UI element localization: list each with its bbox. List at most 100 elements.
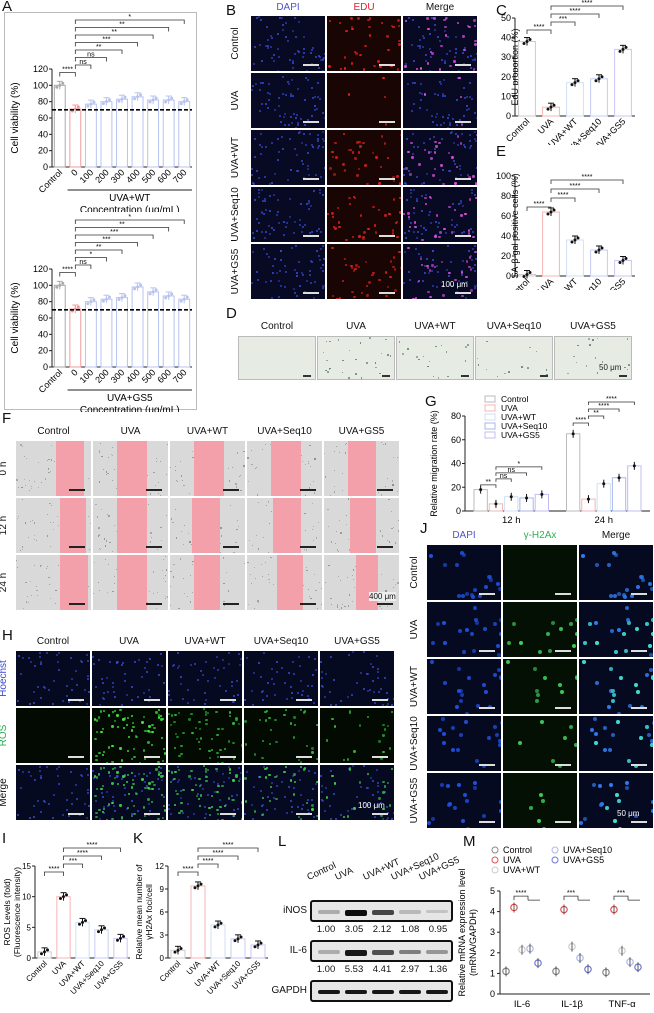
cell-nucleus	[235, 775, 238, 778]
cell-nucleus	[102, 691, 105, 694]
cell-nucleus	[367, 228, 370, 231]
cell-nucleus	[370, 776, 373, 779]
cell-nucleus	[269, 92, 272, 95]
svg-text:6: 6	[160, 908, 165, 917]
cell-nucleus	[468, 265, 471, 269]
cell-nucleus	[163, 796, 166, 798]
cell-nucleus	[264, 776, 268, 779]
svg-text:50: 50	[501, 13, 511, 23]
cell-nucleus	[318, 255, 321, 258]
cell-nucleus	[259, 109, 262, 112]
cell-nucleus	[232, 466, 234, 468]
cell-nucleus	[116, 774, 119, 777]
cell-nucleus	[265, 767, 269, 770]
svg-text:500: 500	[140, 367, 158, 385]
cell-nucleus	[378, 740, 381, 743]
cell-nucleus	[309, 465, 312, 468]
cell-nucleus	[114, 469, 116, 471]
cell-nucleus	[357, 151, 361, 154]
cell-nucleus	[435, 145, 438, 148]
cell-nucleus	[458, 699, 463, 704]
cell-nucleus	[240, 760, 242, 763]
cell-nucleus	[325, 739, 329, 742]
cell-nucleus	[292, 673, 295, 676]
cell-nucleus	[357, 265, 361, 269]
cell-nucleus	[613, 552, 618, 557]
cell-nucleus	[299, 202, 302, 205]
cell-nucleus	[27, 601, 29, 604]
cell-nucleus	[560, 690, 565, 695]
cell-nucleus	[455, 748, 460, 753]
cell-nucleus	[216, 790, 219, 794]
cell-nucleus	[404, 236, 407, 239]
cell-nucleus	[278, 296, 281, 299]
cell-nucleus	[101, 456, 103, 458]
cell-nucleus	[298, 778, 301, 781]
cell-nucleus	[607, 748, 612, 753]
cell-nucleus	[391, 229, 394, 232]
cell-nucleus	[626, 621, 631, 626]
cell-nucleus	[16, 560, 18, 562]
cell-nucleus	[279, 17, 282, 20]
cell-nucleus	[413, 59, 416, 62]
cell-nucleus	[321, 193, 324, 196]
cell-nucleus	[98, 752, 101, 755]
cell-nucleus	[321, 69, 324, 71]
cell-nucleus	[464, 592, 469, 597]
cell-nucleus	[296, 122, 299, 125]
cell-nucleus	[264, 230, 267, 233]
cell-nucleus	[386, 811, 389, 814]
cell-nucleus	[392, 586, 394, 588]
blot-band	[372, 990, 394, 994]
cell-nucleus	[121, 663, 124, 666]
cell-nucleus	[392, 526, 395, 529]
cell-nucleus	[157, 663, 160, 666]
cell-nucleus	[334, 227, 337, 230]
cell-nucleus	[199, 794, 203, 797]
cell-nucleus	[181, 811, 184, 814]
cell-nucleus	[353, 807, 356, 810]
cell-nucleus	[274, 108, 277, 111]
cell-nucleus	[366, 803, 369, 806]
cell-nucleus	[441, 740, 446, 745]
cell-nucleus	[595, 680, 600, 685]
cell-nucleus	[636, 585, 641, 590]
svg-text:0: 0	[506, 111, 511, 121]
cell-nucleus	[45, 567, 47, 569]
svg-text:***: ***	[102, 37, 110, 44]
cell-nucleus	[343, 56, 347, 59]
cell-nucleus	[343, 258, 347, 261]
cell-nucleus	[42, 799, 45, 802]
cell-nucleus	[362, 237, 365, 240]
cell-nucleus	[293, 723, 296, 727]
cell-nucleus	[550, 621, 555, 626]
cell-nucleus	[22, 770, 25, 773]
cell-nucleus	[418, 45, 421, 48]
cell-nucleus	[22, 608, 24, 610]
cell-nucleus	[354, 267, 357, 270]
cell-nucleus	[285, 222, 288, 225]
cell-nucleus	[320, 230, 323, 233]
cell-nucleus	[144, 786, 147, 790]
cell-nucleus	[392, 198, 396, 201]
cell-nucleus	[298, 219, 301, 222]
panel-label-c: C	[496, 2, 507, 19]
cell-nucleus	[144, 780, 147, 783]
cell-nucleus	[450, 219, 453, 222]
cell-nucleus	[16, 567, 19, 569]
cell-nucleus	[471, 192, 474, 195]
cell-nucleus	[624, 366, 626, 369]
cell-nucleus	[102, 697, 105, 700]
cell-nucleus	[348, 594, 351, 596]
scale-bar	[379, 292, 395, 294]
cell-nucleus	[316, 723, 318, 726]
cell-nucleus	[134, 735, 138, 738]
cell-nucleus	[298, 224, 301, 227]
cell-nucleus	[441, 379, 443, 380]
cell-nucleus	[497, 668, 501, 673]
cell-nucleus	[112, 590, 114, 592]
cell-nucleus	[321, 59, 324, 62]
cell-nucleus	[170, 699, 173, 702]
cell-nucleus	[95, 754, 98, 758]
